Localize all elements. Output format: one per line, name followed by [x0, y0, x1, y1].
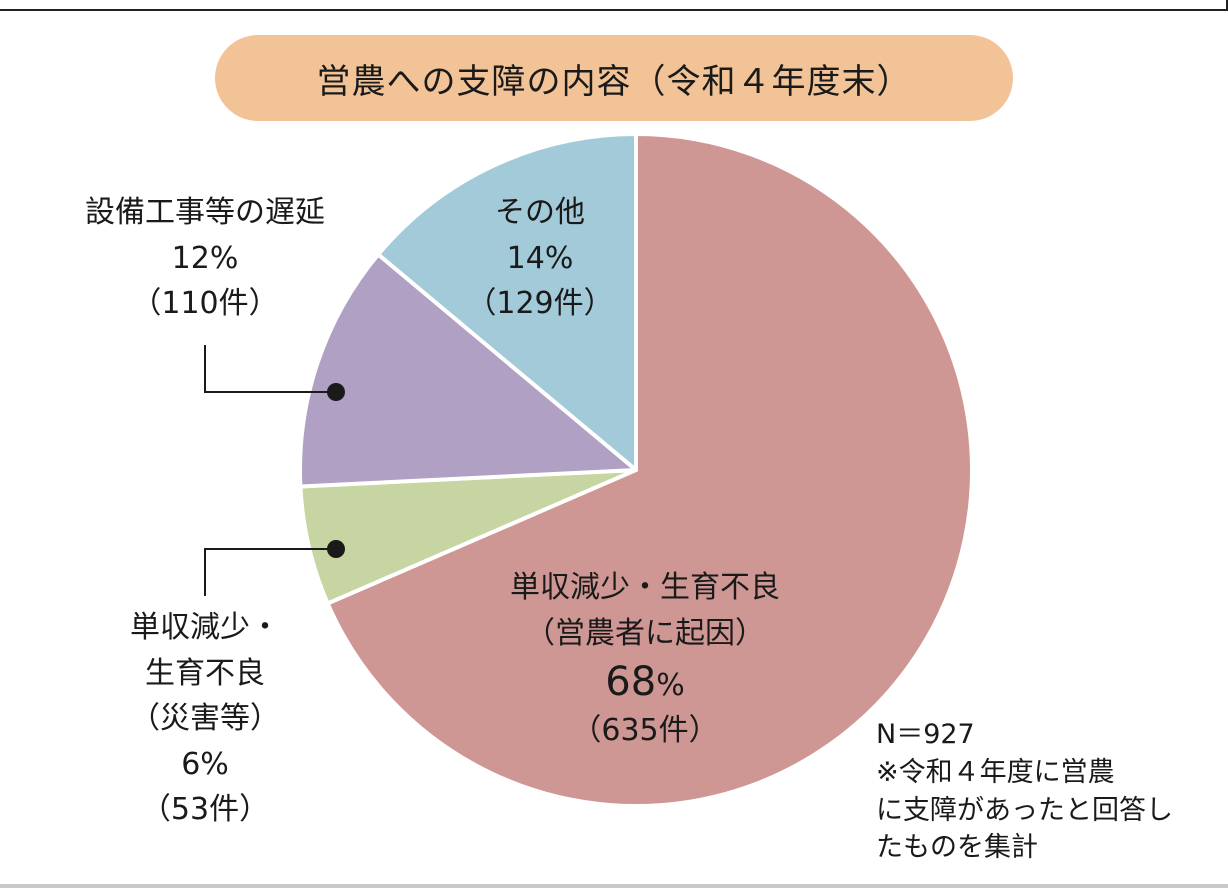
slice-label-disaster: 単収減少・ 生育不良 （災害等） 6% （53件） [80, 605, 330, 833]
slice-name-line2: （営農者に起因） [525, 615, 765, 651]
note-line: に支障があったと回答し [876, 794, 1173, 826]
slice-name: 設備工事等の遅延 [85, 195, 325, 230]
slice-name-line2: 生育不良 [145, 655, 265, 691]
note-line: ※令和４年度に営農 [876, 756, 1115, 788]
pie-slice-delay [298, 252, 638, 489]
pie-slice-main [325, 132, 974, 808]
total-count: N＝927 [876, 719, 975, 750]
slice-name-line1: 単収減少・ [130, 610, 280, 645]
slice-percent: 68% [450, 656, 840, 708]
chart-note: N＝927 ※令和４年度に営農 に支障があったと回答し たものを集計 [876, 716, 1216, 867]
slice-percent: 14% [506, 240, 574, 276]
leader-line-disaster [204, 548, 336, 596]
slice-name: その他 [495, 195, 585, 230]
leader-line-delay [204, 345, 336, 393]
slice-count: （53件） [140, 792, 270, 828]
chart-title: 営農への支障の内容（令和４年度末） [215, 35, 1013, 121]
slice-label-other: その他 14% （129件） [440, 190, 640, 327]
slice-count: （129件） [466, 286, 614, 322]
slice-count: （110件） [131, 286, 279, 322]
slice-percent: 6% [181, 746, 229, 782]
pie-slice-other [376, 132, 638, 472]
bottom-divider [0, 884, 1228, 888]
note-line: たものを集計 [876, 832, 1038, 864]
top-frame-border [0, 0, 1228, 11]
slice-percent-sign: % [656, 668, 685, 704]
slice-count: （635件） [571, 713, 719, 749]
leader-dot-disaster [327, 540, 345, 558]
leader-dot-delay [327, 383, 345, 401]
slice-label-main: 単収減少・生育不良 （営農者に起因） 68% （635件） [450, 565, 840, 754]
slice-percent-value: 68 [605, 659, 657, 706]
slice-percent: 12% [171, 240, 239, 276]
slice-name-line3: （災害等） [130, 701, 280, 737]
slice-name-line1: 単収減少・生育不良 [510, 570, 780, 605]
slice-label-delay: 設備工事等の遅延 12% （110件） [30, 190, 380, 327]
